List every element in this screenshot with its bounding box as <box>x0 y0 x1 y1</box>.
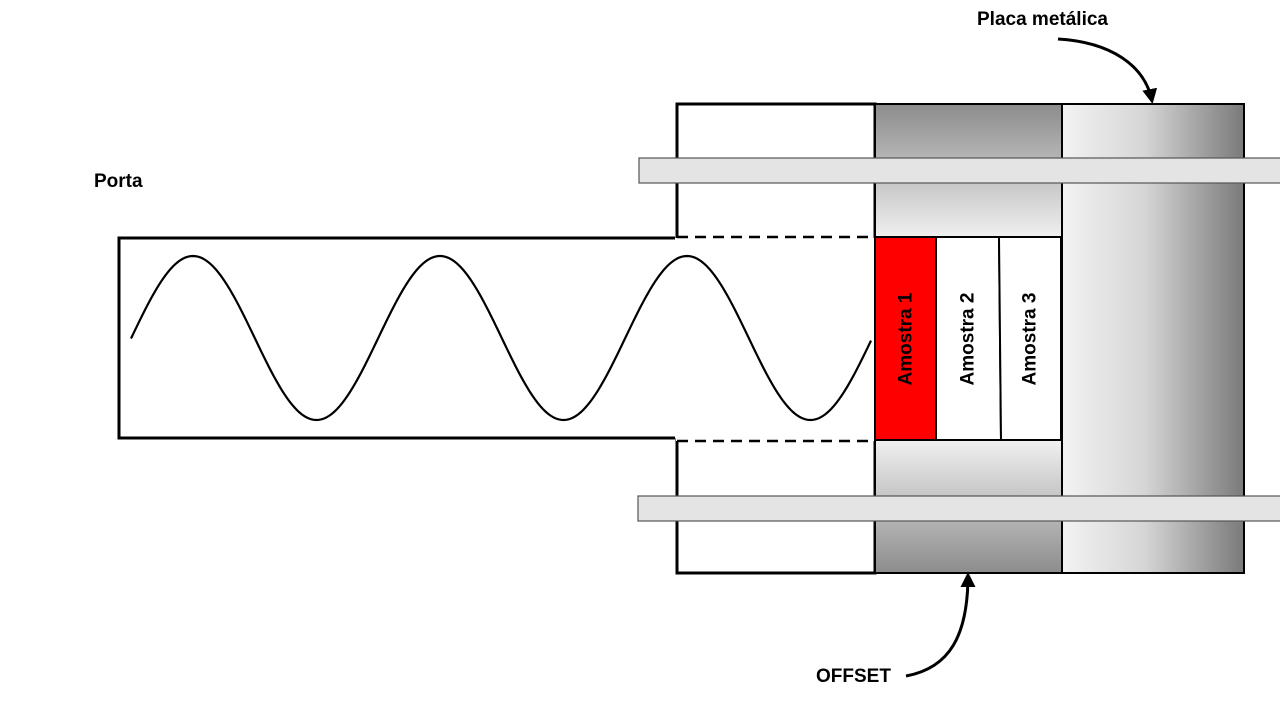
bar-bottom <box>637 495 1280 522</box>
porta-label: Porta <box>94 171 143 192</box>
sample-1-box <box>874 236 937 441</box>
placa-metalica-arrow <box>1057 37 1158 104</box>
offset-arrow <box>905 572 976 678</box>
sample-2-label: Amostra 2 <box>958 293 979 386</box>
offset-label: OFFSET <box>816 666 891 687</box>
sample-1-label: Amostra 1 <box>896 292 917 385</box>
sample-1: Amostra 1 <box>874 236 937 441</box>
waveguide <box>119 238 677 438</box>
placa-metalica-label: Placa metálica <box>977 9 1108 30</box>
sample-2: Amostra 2 <box>935 236 1003 441</box>
waveguide-channel <box>676 238 874 441</box>
sample-3-label: Amostra 3 <box>1020 293 1041 386</box>
sine-wave <box>130 254 872 422</box>
sample-3-box <box>997 236 1062 441</box>
sample-3: Amostra 3 <box>997 236 1062 441</box>
bar-top <box>638 157 1280 184</box>
waveguide-outline <box>117 236 675 440</box>
